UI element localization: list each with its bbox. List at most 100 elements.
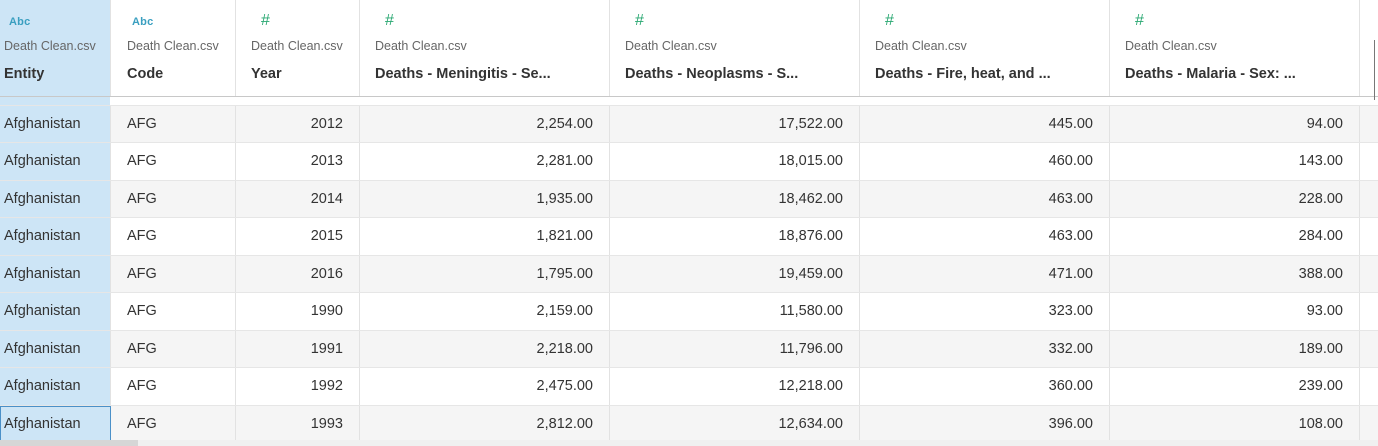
- column-field-name[interactable]: Deaths - Meningitis - Se...: [375, 66, 551, 82]
- column-field-name[interactable]: Code: [127, 66, 164, 82]
- table-row: Afghanistan AFG 2013 2,281.00 18,015.00 460.0…: [0, 142, 1378, 180]
- table-cell[interactable]: 2,475.00: [360, 368, 610, 405]
- column-source-label: Death Clean.csv: [4, 39, 96, 53]
- table-cell[interactable]: 471.00: [860, 256, 1110, 293]
- table-cell[interactable]: Afghanistan: [0, 293, 111, 330]
- table-cell[interactable]: 445.00: [860, 106, 1110, 143]
- header-spacer: [0, 97, 1378, 105]
- table-cell[interactable]: AFG: [111, 293, 236, 330]
- table-cell[interactable]: 18,876.00: [610, 218, 860, 255]
- number-type-icon[interactable]: #: [635, 12, 645, 29]
- scrollbar-thumb[interactable]: [0, 440, 138, 446]
- table-cell[interactable]: 17,522.00: [610, 106, 860, 143]
- table-cell[interactable]: 2016: [236, 256, 360, 293]
- table-cell[interactable]: Afghanistan: [0, 256, 111, 293]
- table-cell[interactable]: Afghanistan: [0, 181, 111, 218]
- column-header-row: Abc Death Clean.csv Entity Abc Death Clean.c…: [0, 0, 1378, 97]
- column-header-0[interactable]: Abc Death Clean.csv Entity: [0, 0, 111, 96]
- column-field-name[interactable]: Deaths - Malaria - Sex: ...: [1125, 66, 1296, 82]
- table-cell[interactable]: 360.00: [860, 368, 1110, 405]
- table-cell[interactable]: 18,462.00: [610, 181, 860, 218]
- number-type-icon[interactable]: #: [385, 12, 395, 29]
- table-cell[interactable]: 11,796.00: [610, 331, 860, 368]
- column-header-4[interactable]: # Death Clean.csv Deaths - Neoplasms - S..…: [610, 0, 860, 96]
- column-header-5[interactable]: # Death Clean.csv Deaths - Fire, heat, and…: [860, 0, 1110, 96]
- number-type-icon[interactable]: #: [1135, 12, 1145, 29]
- table-cell[interactable]: 396.00: [860, 406, 1110, 443]
- table-cell[interactable]: 11,580.00: [610, 293, 860, 330]
- table-cell[interactable]: 2,254.00: [360, 106, 610, 143]
- table-row: Afghanistan AFG 2014 1,935.00 18,462.00 463.0…: [0, 180, 1378, 218]
- table-cell[interactable]: 93.00: [1110, 293, 1360, 330]
- table-cell[interactable]: 1992: [236, 368, 360, 405]
- table-cell[interactable]: Afghanistan: [0, 406, 111, 443]
- table-cell[interactable]: Afghanistan: [0, 218, 111, 255]
- table-cell[interactable]: 1,935.00: [360, 181, 610, 218]
- number-type-icon[interactable]: #: [261, 12, 271, 29]
- table-cell[interactable]: 143.00: [1110, 143, 1360, 180]
- table-cell[interactable]: 2013: [236, 143, 360, 180]
- table-cell[interactable]: AFG: [111, 218, 236, 255]
- table-cell[interactable]: AFG: [111, 256, 236, 293]
- table-cell[interactable]: Afghanistan: [0, 331, 111, 368]
- column-source-label: Death Clean.csv: [251, 39, 343, 53]
- table-cell[interactable]: 108.00: [1110, 406, 1360, 443]
- column-source-label: Death Clean.csv: [625, 39, 717, 53]
- table-cell[interactable]: AFG: [111, 143, 236, 180]
- table-cell[interactable]: 2014: [236, 181, 360, 218]
- table-cell[interactable]: AFG: [111, 406, 236, 443]
- column-header-1[interactable]: Abc Death Clean.csv Code: [111, 0, 236, 96]
- table-row: Afghanistan AFG 2015 1,821.00 18,876.00 463.0…: [0, 217, 1378, 255]
- column-header-2[interactable]: # Death Clean.csv Year: [236, 0, 360, 96]
- table-cell[interactable]: Afghanistan: [0, 143, 111, 180]
- table-cell[interactable]: 12,218.00: [610, 368, 860, 405]
- table-cell[interactable]: 388.00: [1110, 256, 1360, 293]
- column-field-name[interactable]: Deaths - Neoplasms - S...: [625, 66, 799, 82]
- table-cell[interactable]: AFG: [111, 106, 236, 143]
- string-type-icon[interactable]: Abc: [9, 16, 31, 28]
- table-cell[interactable]: 19,459.00: [610, 256, 860, 293]
- table-row: Afghanistan AFG 1991 2,218.00 11,796.00 332.0…: [0, 330, 1378, 368]
- table-cell[interactable]: 2015: [236, 218, 360, 255]
- column-field-name[interactable]: Year: [251, 66, 282, 82]
- table-cell[interactable]: Afghanistan: [0, 106, 111, 143]
- column-field-name[interactable]: Entity: [4, 66, 45, 82]
- table-cell[interactable]: 1,795.00: [360, 256, 610, 293]
- table-cell[interactable]: 18,015.00: [610, 143, 860, 180]
- table-cell[interactable]: Afghanistan: [0, 368, 111, 405]
- table-cell[interactable]: 2,159.00: [360, 293, 610, 330]
- table-cell[interactable]: 1,821.00: [360, 218, 610, 255]
- table-cell[interactable]: 94.00: [1110, 106, 1360, 143]
- table-cell[interactable]: 2,281.00: [360, 143, 610, 180]
- horizontal-scrollbar[interactable]: [0, 440, 1378, 446]
- table-cell[interactable]: 463.00: [860, 181, 1110, 218]
- table-row: Afghanistan AFG 2012 2,254.00 17,522.00 445.0…: [0, 105, 1378, 143]
- column-source-label: Death Clean.csv: [127, 39, 219, 53]
- table-cell[interactable]: 1991: [236, 331, 360, 368]
- table-cell[interactable]: 239.00: [1110, 368, 1360, 405]
- column-header-3[interactable]: # Death Clean.csv Deaths - Meningitis - Se…: [360, 0, 610, 96]
- table-cell[interactable]: 323.00: [860, 293, 1110, 330]
- table-cell[interactable]: 332.00: [860, 331, 1110, 368]
- column-field-name[interactable]: Deaths - Fire, heat, and ...: [875, 66, 1051, 82]
- table-cell[interactable]: 2012: [236, 106, 360, 143]
- table-cell[interactable]: 228.00: [1110, 181, 1360, 218]
- table-cell[interactable]: AFG: [111, 331, 236, 368]
- table-cell[interactable]: 1990: [236, 293, 360, 330]
- table-row: Afghanistan AFG 1993 2,812.00 12,634.00 396.0…: [0, 405, 1378, 443]
- string-type-icon[interactable]: Abc: [132, 16, 154, 28]
- table-cell[interactable]: 284.00: [1110, 218, 1360, 255]
- table-cell[interactable]: 189.00: [1110, 331, 1360, 368]
- table-row: Afghanistan AFG 1990 2,159.00 11,580.00 323.0…: [0, 292, 1378, 330]
- table-cell[interactable]: 2,218.00: [360, 331, 610, 368]
- table-cell[interactable]: 463.00: [860, 218, 1110, 255]
- number-type-icon[interactable]: #: [885, 12, 895, 29]
- table-cell[interactable]: 12,634.00: [610, 406, 860, 443]
- table-cell[interactable]: AFG: [111, 181, 236, 218]
- table-cell[interactable]: AFG: [111, 368, 236, 405]
- table-cell[interactable]: 2,812.00: [360, 406, 610, 443]
- table-cell[interactable]: 1993: [236, 406, 360, 443]
- column-header-6[interactable]: # Death Clean.csv Deaths - Malaria - Sex: …: [1110, 0, 1360, 96]
- column-source-label: Death Clean.csv: [1125, 39, 1217, 53]
- table-cell[interactable]: 460.00: [860, 143, 1110, 180]
